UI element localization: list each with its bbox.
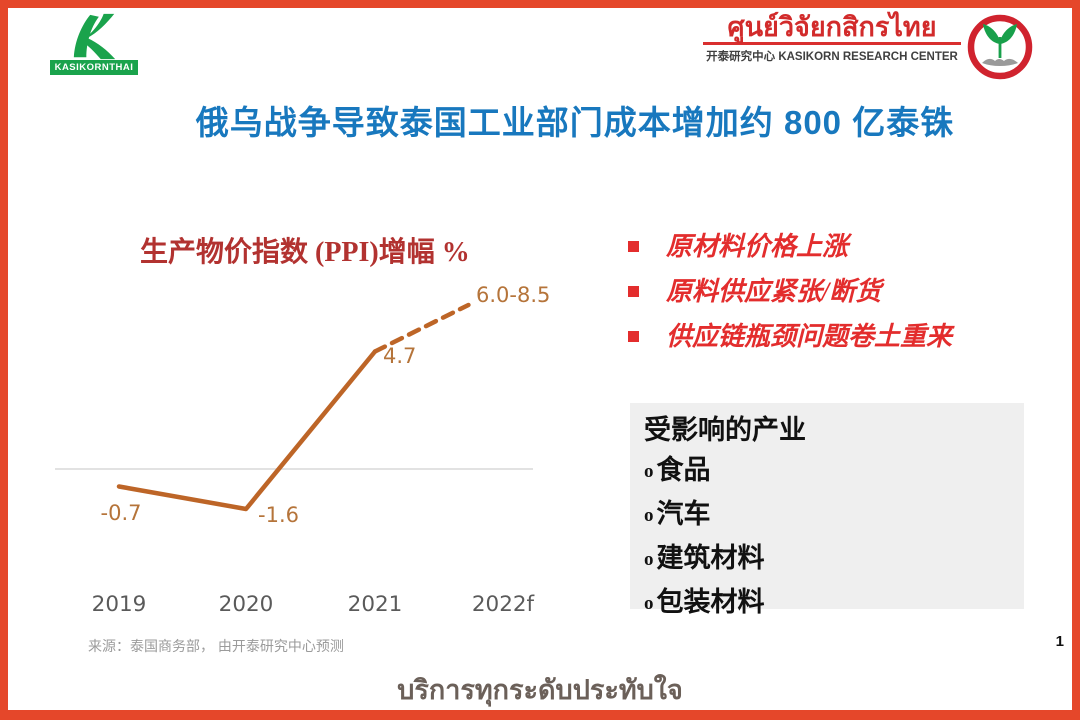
data-point-label: 4.7 — [383, 344, 416, 368]
key-point-text: 原材料价格上涨 — [666, 232, 849, 261]
list-item: 供应链瓶颈问题卷土重来 — [628, 320, 1038, 354]
ppi-line-forecast — [372, 302, 471, 354]
research-center-thai-name: ศูนย์วิจัยกสิกรไทย — [727, 12, 937, 42]
industry-name: 建筑材料 — [656, 543, 765, 573]
list-item: o 建筑材料 — [644, 538, 1010, 582]
list-item: o 包装材料 — [644, 582, 1010, 626]
footer-slogan: บริการทุกระดับประทับใจ — [397, 675, 683, 705]
x-axis-label: 2020 — [219, 592, 274, 617]
source-note: 来源：泰国商务部， 由开泰研究中心预测 — [88, 638, 344, 654]
research-center-subtitle: 开泰研究中心 KASIKORN RESEARCH CENTER — [706, 51, 958, 63]
affected-industries-title: 受影响的产业 — [644, 415, 806, 445]
k-letter-icon — [73, 13, 116, 60]
page-title: 俄乌战争导致泰国工业部门成本增加约 800 亿泰铢 — [195, 104, 955, 141]
square-bullet-icon — [628, 241, 639, 252]
key-point-text: 供应链瓶颈问题卷土重来 — [666, 322, 953, 351]
research-center-seal-icon — [967, 14, 1033, 80]
data-point-label: -1.6 — [258, 503, 299, 527]
page-number: 1 — [1055, 633, 1064, 650]
circle-bullet-icon: o — [644, 505, 654, 526]
industry-name: 食品 — [656, 455, 711, 485]
bottom-border-strip — [0, 710, 1080, 720]
key-points-list: 原材料价格上涨 原料供应紧张/断货 供应链瓶颈问题卷土重来 — [628, 230, 1038, 365]
chart-title: 生产物价指数 (PPI)增幅 % — [140, 237, 470, 268]
red-underline — [703, 42, 961, 45]
research-center-header: ศูนย์วิจัยกสิกรไทย 开泰研究中心 KASIKORN RESEA… — [703, 13, 961, 64]
kasikorn-logo: KASIKORNTHAI — [50, 12, 140, 75]
list-item: 原材料价格上涨 — [628, 230, 1038, 264]
circle-bullet-icon: o — [644, 593, 654, 614]
square-bullet-icon — [628, 331, 639, 342]
x-axis-label: 2021 — [348, 592, 403, 617]
data-point-label: -0.7 — [101, 501, 142, 525]
circle-bullet-icon: o — [644, 549, 654, 570]
affected-industries-box: 受影响的产业 o 食品 o 汽车 o 建筑材料 o 包装材料 — [630, 403, 1024, 617]
brand-name: KASIKORNTHAI — [50, 60, 138, 75]
list-item: o 汽车 — [644, 494, 1010, 538]
ppi-line-chart: -0.7 -1.6 4.7 6.0-8.5 2019 2020 2021 2022f — [55, 283, 550, 617]
industry-name: 汽车 — [656, 499, 711, 529]
x-axis-label: 2022f — [472, 592, 535, 617]
list-item: o 食品 — [644, 450, 1010, 494]
data-point-label: 6.0-8.5 — [476, 283, 550, 307]
x-axis-label: 2019 — [92, 592, 147, 617]
circle-bullet-icon: o — [644, 461, 654, 482]
list-item: 原料供应紧张/断货 — [628, 275, 1038, 309]
key-point-text: 原料供应紧张/断货 — [666, 277, 882, 306]
square-bullet-icon — [628, 286, 639, 297]
ppi-line-actual — [116, 349, 378, 512]
industry-name: 包装材料 — [656, 587, 765, 617]
